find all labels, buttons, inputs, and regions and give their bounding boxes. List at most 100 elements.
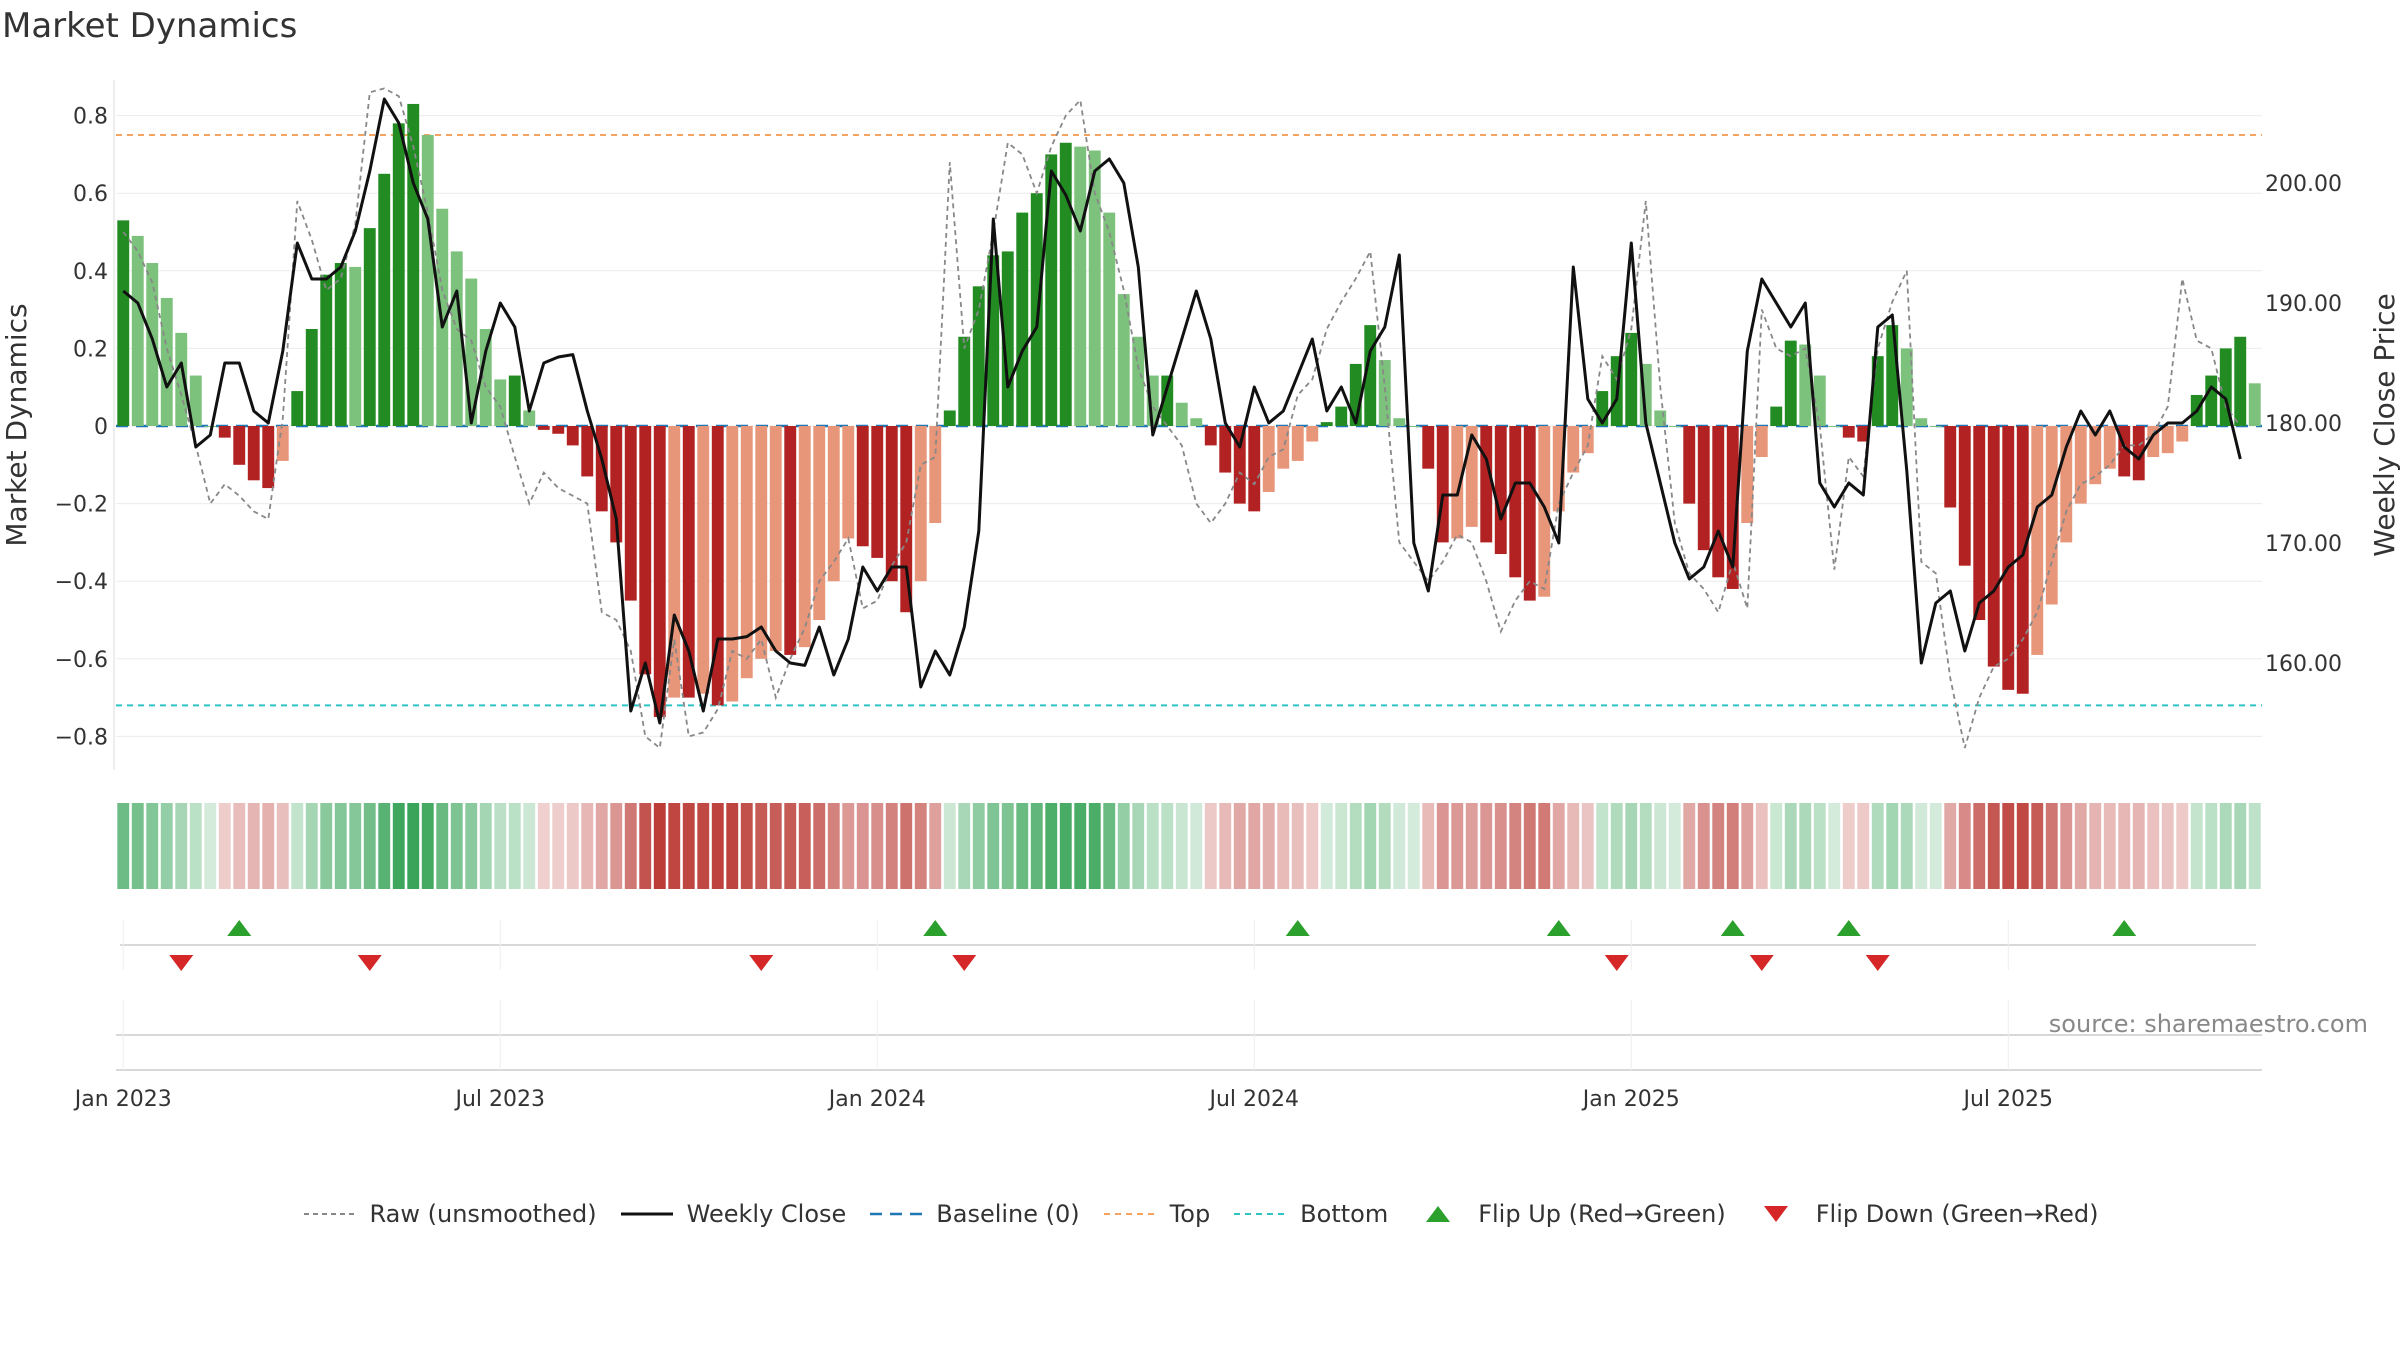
dynamics-bar <box>595 426 608 512</box>
regime-cell <box>262 803 275 889</box>
regime-cell <box>2205 803 2218 889</box>
dynamics-bar <box>1857 426 1870 442</box>
regime-cell <box>2132 803 2145 889</box>
regime-cell <box>1857 803 1870 889</box>
dynamics-bar <box>407 103 420 427</box>
dynamics-bar <box>1654 410 1667 426</box>
regime-cell <box>1712 803 1725 889</box>
legend-swatch <box>1234 1213 1287 1215</box>
dynamics-bar <box>1001 251 1014 426</box>
regime-cell <box>711 803 724 889</box>
regime-cell <box>1552 803 1565 889</box>
dynamics-bar <box>1523 426 1536 601</box>
regime-cell <box>1741 803 1754 889</box>
legend-swatch <box>870 1212 923 1216</box>
regime-cell <box>755 803 768 889</box>
source-credit: source: sharemaestro.com <box>2048 1010 2368 1038</box>
regime-cell <box>2176 803 2189 889</box>
dynamics-bar <box>479 329 492 426</box>
y-tick-label: −0.2 <box>55 493 108 518</box>
regime-cell <box>929 803 942 889</box>
y2-tick-label: 190.00 <box>2265 292 2342 317</box>
regime-cell <box>1146 803 1159 889</box>
dynamics-bar <box>1755 426 1768 458</box>
dynamics-bar <box>349 266 362 426</box>
regime-cell <box>1132 803 1145 889</box>
legend-label: Weekly Close <box>686 1200 847 1228</box>
regime-cell <box>943 803 956 889</box>
y2-axis-title: Weekly Close Price <box>2368 293 2400 556</box>
regime-cell <box>1929 803 1942 889</box>
regime-cell <box>1465 803 1478 889</box>
dynamics-bar <box>175 332 188 426</box>
regime-cell <box>1393 803 1406 889</box>
dynamics-bar <box>1190 418 1203 426</box>
dynamics-bar <box>508 375 521 426</box>
dynamics-bar <box>1320 422 1333 426</box>
dynamics-bar <box>871 426 884 558</box>
dynamics-bar <box>2248 383 2261 426</box>
regime-cell <box>1523 803 1536 889</box>
dynamics-bar <box>1016 212 1029 426</box>
dynamics-bar <box>1944 426 1957 508</box>
regime-cell <box>1567 803 1580 889</box>
regime-cell <box>2016 803 2029 889</box>
dynamics-bar <box>769 426 782 652</box>
dynamics-bar <box>1929 426 1942 427</box>
regime-cell <box>1219 803 1232 889</box>
dynamics-bar <box>1813 375 1826 426</box>
dynamics-bar <box>1088 150 1101 426</box>
dynamics-bar <box>972 286 985 426</box>
dynamics-bar <box>958 336 971 426</box>
regime-cell <box>581 803 594 889</box>
dynamics-bar <box>189 375 202 426</box>
regime-cell <box>1074 803 1087 889</box>
flip-up-marker <box>1285 920 1310 936</box>
y2-tick-label: 200.00 <box>2265 172 2342 197</box>
regime-cell <box>958 803 971 889</box>
y2-tick-label: 180.00 <box>2265 412 2342 437</box>
regime-cell <box>1494 803 1507 889</box>
regime-cell <box>1987 803 2000 889</box>
flip-up-marker <box>227 920 252 936</box>
x-tick-label: Jul 2025 <box>1961 1087 2053 1112</box>
regime-cell <box>1190 803 1203 889</box>
x-tick-label: Jan 2023 <box>73 1087 172 1112</box>
y-tick-label: 0.8 <box>73 105 108 130</box>
regime-cell <box>392 803 405 889</box>
regime-cell <box>1813 803 1826 889</box>
legend-swatch <box>1426 1206 1451 1222</box>
dynamics-bar <box>1712 426 1725 578</box>
dynamics-bar <box>755 426 768 659</box>
dynamics-bar <box>682 426 695 698</box>
flip-markers <box>116 920 2262 1036</box>
dynamics-bar <box>2089 426 2102 485</box>
regime-cell <box>1697 803 1710 889</box>
dynamics-bar <box>1204 426 1217 446</box>
dynamics-bar <box>1683 426 1696 504</box>
regime-cell <box>1784 803 1797 889</box>
dynamics-bar <box>233 426 246 465</box>
dynamics-bar <box>1987 426 2000 667</box>
dynamics-bar <box>697 426 710 694</box>
dynamics-bar <box>1030 193 1043 426</box>
regime-cell <box>1291 803 1304 889</box>
regime-cell <box>1973 803 1986 889</box>
y2-tick-label: 160.00 <box>2265 652 2342 677</box>
regime-cell <box>842 803 855 889</box>
y2-tick-label: 170.00 <box>2265 532 2342 557</box>
weekly-close-layer <box>122 97 2242 725</box>
x-tick-label: Jul 2024 <box>1207 1087 1299 1112</box>
regime-cell <box>1422 803 1435 889</box>
dynamics-bar <box>1639 363 1652 426</box>
dynamics-bar <box>146 263 159 426</box>
regime-cell <box>1915 803 1928 889</box>
regime-cell <box>508 803 521 889</box>
dynamics-bar <box>1770 406 1783 426</box>
dynamics-bar <box>885 426 898 582</box>
regime-cell <box>624 803 637 889</box>
dynamics-bar <box>581 426 594 477</box>
dynamics-bar <box>1277 426 1290 469</box>
regime-cell <box>827 803 840 889</box>
regime-cell <box>668 803 681 889</box>
